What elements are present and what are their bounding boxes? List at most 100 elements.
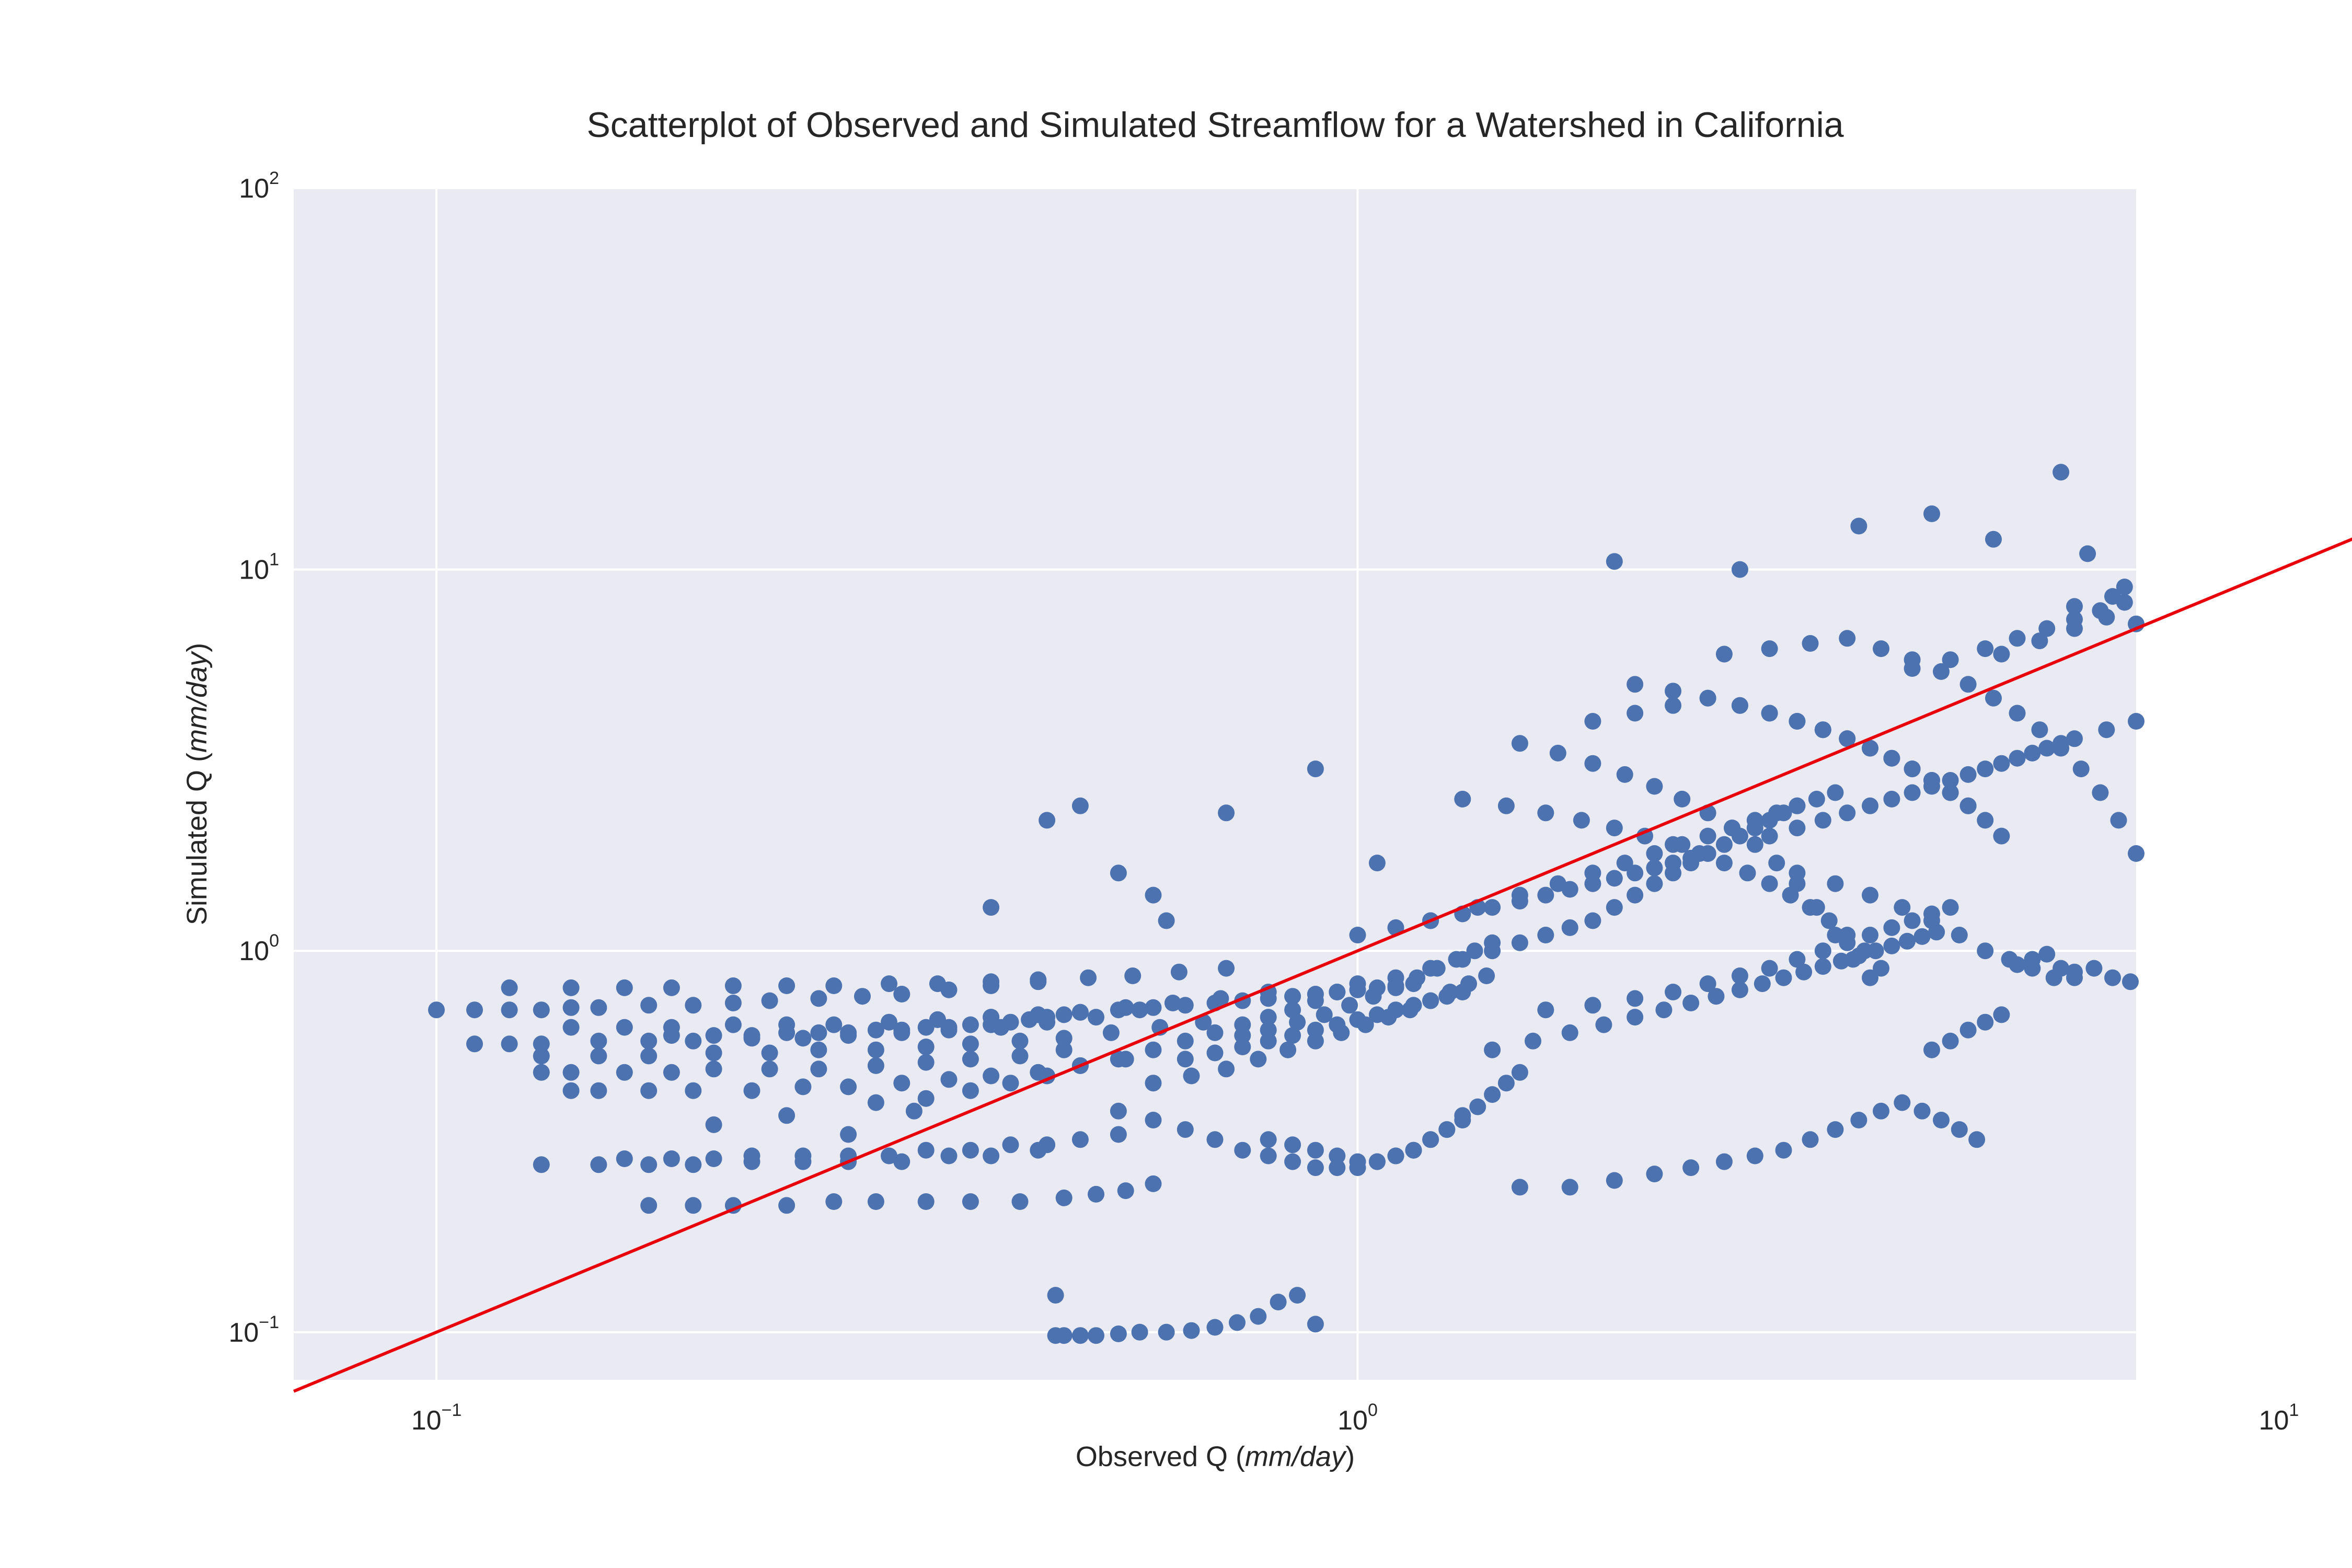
- data-point: [1145, 1112, 1162, 1128]
- data-point: [663, 1150, 680, 1167]
- x-axis-label-suffix: ): [1345, 1441, 1355, 1472]
- data-point: [1746, 836, 1763, 853]
- data-point: [840, 1078, 857, 1096]
- x-tick-label-1: 100: [1338, 1400, 1378, 1436]
- data-point: [1055, 1189, 1073, 1206]
- scatter-points: [428, 464, 2145, 1344]
- data-point: [1606, 553, 1623, 570]
- data-point: [1484, 942, 1501, 960]
- data-point: [1177, 997, 1194, 1014]
- data-point: [1820, 912, 1838, 929]
- data-point: [1284, 1153, 1301, 1170]
- data-point: [867, 1193, 884, 1210]
- data-point: [590, 1032, 607, 1050]
- data-point: [778, 1197, 795, 1214]
- data-point: [1218, 1060, 1235, 1078]
- data-point: [1329, 984, 1346, 1000]
- data-point: [2079, 545, 2096, 562]
- data-point: [501, 979, 518, 996]
- data-point: [1039, 1009, 1056, 1026]
- data-point: [663, 979, 680, 996]
- y-axis-label-suffix: ): [181, 643, 213, 652]
- data-point: [1484, 1041, 1501, 1058]
- data-point: [1802, 635, 1819, 652]
- data-point: [1234, 1142, 1251, 1159]
- data-point: [1584, 755, 1601, 772]
- x-axis-label: Observed Q (mm/day): [1076, 1441, 1355, 1472]
- data-point: [685, 1156, 702, 1173]
- data-point: [1438, 1121, 1456, 1138]
- one-to-one-line-segment: [293, 537, 2352, 1393]
- data-point: [1454, 790, 1471, 808]
- data-point: [1349, 927, 1366, 943]
- data-point: [1316, 1006, 1333, 1023]
- data-point: [1158, 912, 1175, 929]
- data-point: [1883, 937, 1900, 954]
- data-point: [1904, 760, 1921, 778]
- data-point: [1124, 967, 1142, 984]
- data-point: [1862, 740, 1878, 757]
- data-point: [1951, 927, 1968, 943]
- y-tick-exponent: 0: [269, 931, 279, 951]
- data-point: [917, 1054, 935, 1071]
- y-axis-label-unit: mm/day: [181, 651, 213, 753]
- data-point: [1497, 1075, 1515, 1092]
- data-point: [810, 1024, 827, 1041]
- data-point: [1715, 855, 1733, 872]
- data-point: [1883, 919, 1900, 936]
- data-point: [562, 1019, 580, 1036]
- data-point: [1646, 875, 1663, 892]
- data-point: [1368, 1006, 1386, 1023]
- y-tick-base: 10: [239, 936, 269, 966]
- data-point: [1761, 827, 1778, 845]
- data-point: [1537, 927, 1554, 943]
- data-point: [1883, 750, 1900, 767]
- data-point: [1549, 744, 1566, 762]
- data-point: [1839, 630, 1856, 647]
- data-point: [1808, 899, 1825, 916]
- data-point: [917, 1019, 935, 1036]
- data-point: [1071, 797, 1089, 814]
- chart-title: Scatterplot of Observed and Simulated St…: [586, 105, 1843, 145]
- data-point: [1627, 1009, 1644, 1026]
- data-point: [1454, 951, 1471, 968]
- data-point: [1584, 997, 1601, 1014]
- data-point: [1183, 1067, 1200, 1085]
- data-point: [1573, 812, 1590, 829]
- data-point: [533, 1156, 550, 1173]
- data-point: [1260, 1131, 1277, 1148]
- data-point: [825, 1193, 843, 1210]
- data-point: [2066, 620, 2083, 637]
- data-point: [1883, 790, 1900, 808]
- data-point: [1795, 963, 1813, 981]
- data-point: [1511, 1179, 1528, 1196]
- data-point: [1329, 1147, 1346, 1165]
- data-point: [743, 1027, 760, 1044]
- data-point: [1761, 960, 1778, 977]
- data-point: [1873, 960, 1889, 977]
- data-point: [1454, 984, 1471, 1000]
- data-point: [983, 1016, 1000, 1033]
- data-point: [840, 1126, 857, 1143]
- data-point: [1349, 1011, 1366, 1028]
- data-point: [1289, 1013, 1306, 1031]
- data-point: [1942, 784, 1959, 801]
- data-point: [1923, 778, 1940, 795]
- data-point: [940, 1071, 958, 1088]
- data-point: [1993, 645, 2010, 663]
- data-point: [1873, 640, 1889, 658]
- y-tick-label-3: 102: [239, 168, 279, 204]
- data-point: [881, 1147, 897, 1165]
- data-point: [1260, 1032, 1277, 1050]
- data-point: [2024, 744, 2041, 762]
- data-point: [1284, 1027, 1301, 1044]
- data-point: [1775, 969, 1792, 986]
- data-point: [1665, 683, 1681, 700]
- y-tick-label-1: 100: [239, 931, 279, 966]
- data-point: [1307, 1316, 1324, 1333]
- data-point: [825, 1016, 843, 1033]
- data-point: [1814, 721, 1831, 739]
- data-point: [1595, 1016, 1612, 1033]
- data-point: [1250, 1051, 1267, 1068]
